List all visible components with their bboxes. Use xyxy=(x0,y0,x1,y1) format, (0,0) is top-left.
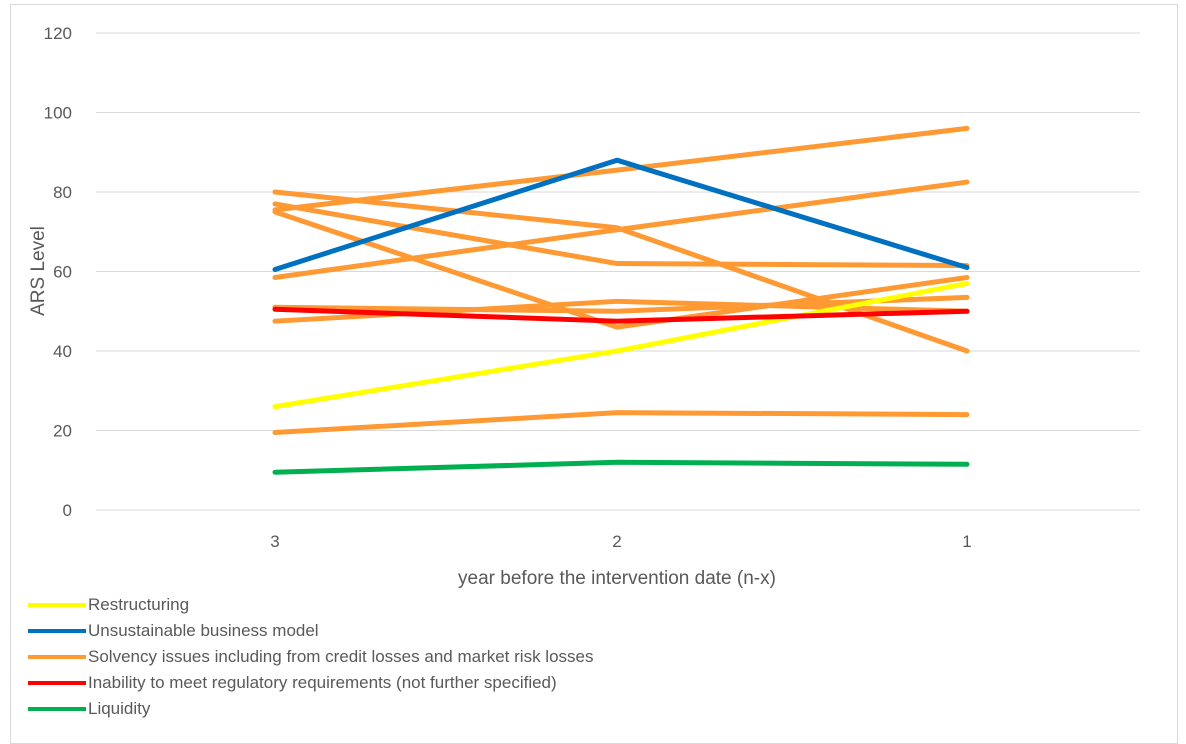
x-tick-label: 1 xyxy=(962,532,971,551)
series-line-6 xyxy=(272,294,970,314)
legend-swatch xyxy=(28,655,86,659)
x-axis-title: year before the intervention date (n-x) xyxy=(458,568,776,589)
legend-label: Unsustainable business model xyxy=(88,621,319,640)
series-line-3 xyxy=(272,201,970,269)
legend-label: Solvency issues including from credit lo… xyxy=(88,647,594,666)
y-tick-label: 20 xyxy=(53,422,72,441)
series-lines xyxy=(272,125,970,475)
y-tick-label: 120 xyxy=(44,24,72,43)
legend-item: Restructuring xyxy=(28,592,593,618)
legend-label: Liquidity xyxy=(88,699,151,718)
legend-swatch xyxy=(28,603,86,607)
y-tick-label: 100 xyxy=(44,104,72,123)
legend-item: Solvency issues including from credit lo… xyxy=(28,644,593,670)
y-axis-ticks: 0 20 40 60 80 100 120 xyxy=(44,24,72,520)
series-line-10 xyxy=(272,157,970,273)
y-tick-label: 80 xyxy=(53,183,72,202)
series-line-11 xyxy=(272,306,970,324)
series-line-9 xyxy=(272,280,970,410)
legend-item: Liquidity xyxy=(28,696,593,722)
x-tick-label: 2 xyxy=(612,532,621,551)
series-line-1 xyxy=(272,125,970,213)
legend-item: Unsustainable business model xyxy=(28,618,593,644)
legend-label: Inability to meet regulatory requirement… xyxy=(88,673,557,692)
series-line-5 xyxy=(272,209,970,330)
series-line-8 xyxy=(272,410,970,435)
gridlines xyxy=(96,32,1140,511)
y-tick-label: 60 xyxy=(53,263,72,282)
legend-swatch xyxy=(28,707,86,711)
y-tick-label: 40 xyxy=(53,342,72,361)
line-chart: 0 20 40 60 80 100 120 3 2 1 ARS Level year befor… xyxy=(28,24,1140,589)
legend-label: Restructuring xyxy=(88,595,190,614)
legend: Restructuring Unsustainable business mode… xyxy=(28,592,593,722)
legend-swatch xyxy=(28,681,86,685)
x-tick-label: 3 xyxy=(270,532,279,551)
series-line-12 xyxy=(272,459,970,475)
legend-item: Inability to meet regulatory requirement… xyxy=(28,670,593,696)
legend-swatch xyxy=(28,629,86,633)
y-axis-title: ARS Level xyxy=(28,226,49,316)
y-tick-label: 0 xyxy=(63,501,72,520)
x-axis-ticks: 3 2 1 xyxy=(270,532,971,551)
